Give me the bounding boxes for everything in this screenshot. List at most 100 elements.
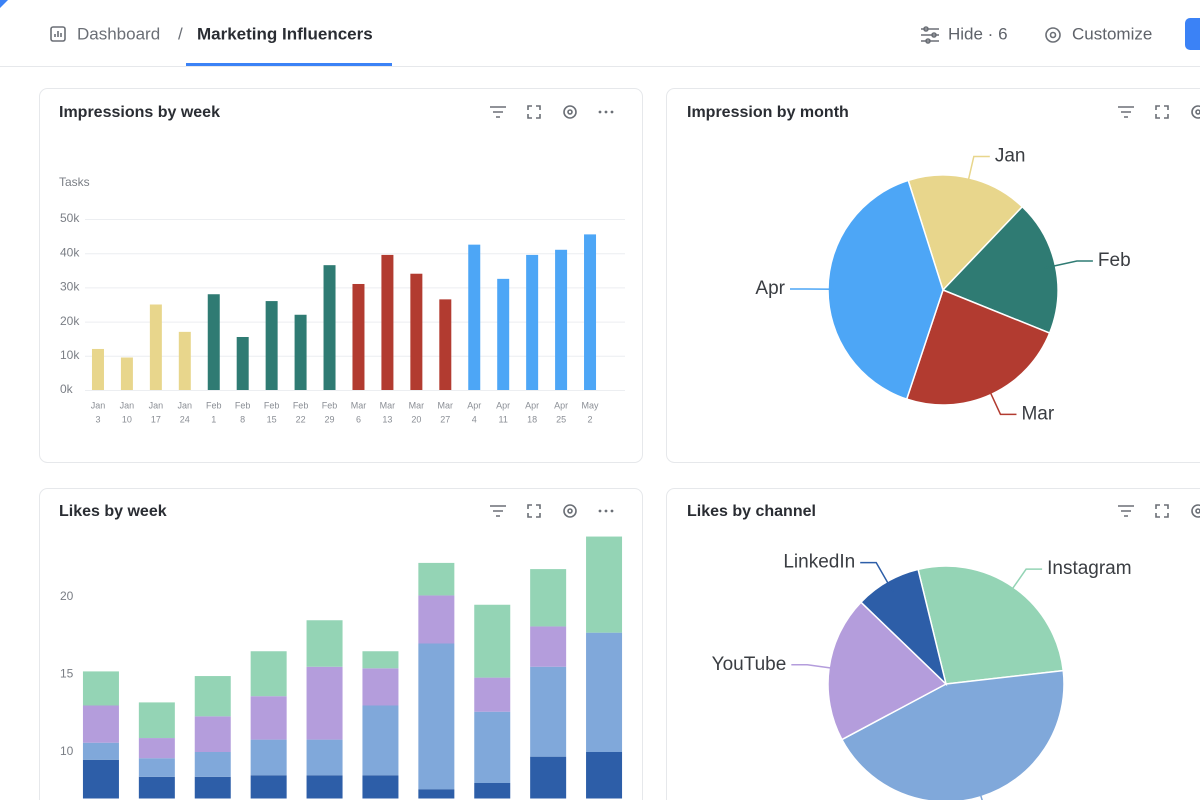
bar-segment [194,716,231,752]
panel-title: Impressions by week [59,104,220,121]
pie-label: YouTube [712,654,787,675]
x-tick-label: 4 [472,414,477,424]
x-tick-label: Apr [525,400,539,410]
x-tick-label: Jan [120,400,135,410]
bar-segment [474,604,511,678]
filter-icon [1118,505,1134,517]
bar [294,314,307,390]
y-tick-label: 20 [60,589,74,603]
customize-button[interactable]: Customize [1072,24,1152,43]
expand-icon [527,504,541,518]
panel-toolbar[interactable] [1118,504,1200,518]
x-tick-label: Jan [91,400,106,410]
x-tick-label: 22 [296,414,306,424]
bar-segment [530,569,567,627]
pie-label: Instagram [1047,558,1131,579]
x-tick-label: 1 [211,414,216,424]
x-tick-label: Jan [178,400,193,410]
bar-segment [194,676,231,717]
bar [468,244,481,390]
bar [497,278,510,390]
bar [352,283,365,390]
bar-segment [306,739,343,776]
panel-title: Likes by channel [687,503,816,520]
settings-icon [1191,105,1200,119]
x-tick-label: 13 [382,414,392,424]
y-tick-label: 40k [60,245,80,259]
x-tick-label: Apr [496,400,510,410]
y-tick-label: 50k [60,211,80,225]
settings-icon-core [567,508,573,514]
leader-line [976,785,983,800]
hide-button[interactable]: Hide · 6 [948,24,1008,43]
x-tick-label: 15 [267,414,277,424]
breadcrumb-current[interactable]: Marketing Influencers [197,24,373,43]
x-tick-label: 17 [151,414,161,424]
pie-label: LinkedIn [783,552,855,573]
bar-segment [306,775,343,799]
y-tick-label: 20k [60,314,80,328]
more-icon-dot [610,509,614,513]
bar-segment [418,562,455,596]
leader-line [965,155,990,190]
more-icon-dot [598,110,602,114]
bar-segment [138,702,175,739]
y-tick-label: 30k [60,280,80,294]
pie-label: Jan [995,146,1026,167]
y-tick-label: 15 [60,667,74,681]
x-tick-label: Mar [409,400,425,410]
expand-icon [527,105,541,119]
corner-accent [0,0,8,8]
bar-segment [586,632,623,752]
leader-line [985,383,1017,416]
bar-segment [82,742,119,760]
active-tab-underline [186,63,392,66]
bar-segment [194,776,231,799]
bar-segment [194,752,231,777]
x-tick-label: 18 [527,414,537,424]
pie-label: Apr [755,278,785,299]
leader-line [1006,568,1043,598]
bar-segment [250,651,287,697]
panel-title: Likes by week [59,503,167,520]
expand-icon [1155,504,1169,518]
panel-toolbar[interactable] [490,504,614,518]
pie-label: Mar [1021,403,1054,424]
panel-toolbar[interactable] [490,105,614,119]
x-tick-label: Apr [554,400,568,410]
x-tick-label: Mar [351,400,367,410]
bar-segment [474,783,511,799]
filter-icon [490,505,506,517]
settings-icon-core [567,109,573,115]
breadcrumb-link[interactable]: Dashboard [77,24,160,43]
bar [120,357,133,390]
bar-segment [306,666,343,740]
leader-line [1044,260,1093,269]
bar-segment [250,696,287,740]
x-tick-label: Feb [322,400,338,410]
x-tick-label: 3 [95,414,100,424]
x-tick-label: Feb [264,400,280,410]
settings-icon [563,105,577,119]
bar-segment [418,643,455,790]
settings-icon [1191,504,1200,518]
bar [555,249,568,390]
bar [526,254,539,390]
x-tick-label: 29 [325,414,335,424]
bar-segment [138,738,175,759]
x-tick-label: 27 [440,414,450,424]
x-tick-label: 10 [122,414,132,424]
panel-toolbar[interactable] [1118,105,1200,119]
settings-icon-core [1195,508,1200,514]
bar-segment [418,789,455,799]
expand-icon [1155,105,1169,119]
leader-line [791,664,841,671]
bar-segment [362,775,399,799]
more-icon-dot [610,110,614,114]
bar-segment [530,756,567,799]
primary-button[interactable] [1185,18,1200,50]
bar [584,234,597,390]
bar [178,331,191,390]
x-tick-label: 8 [240,414,245,424]
